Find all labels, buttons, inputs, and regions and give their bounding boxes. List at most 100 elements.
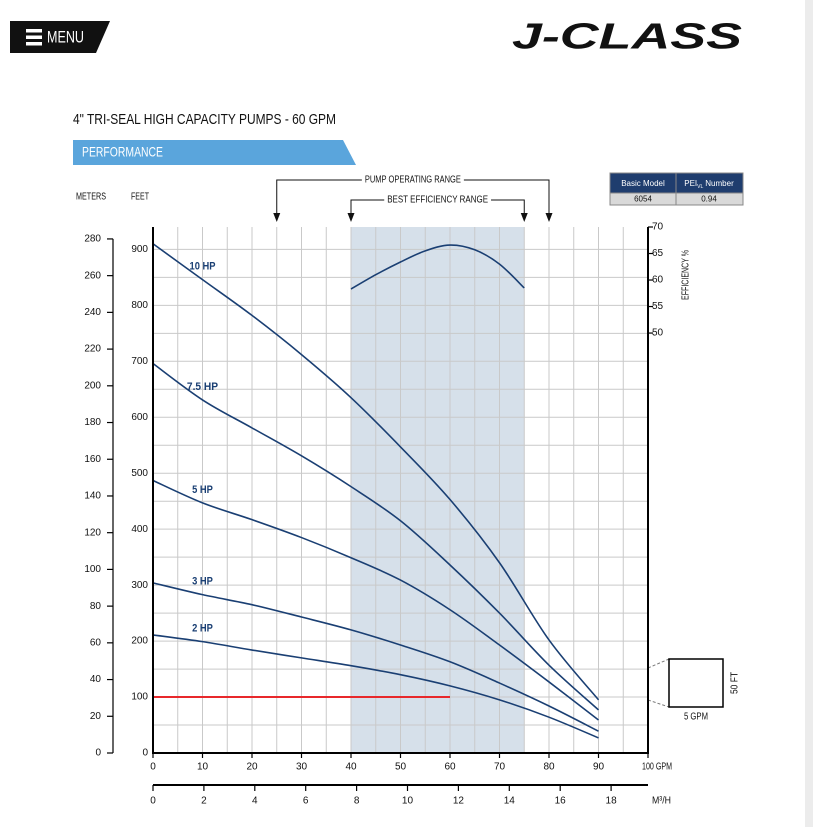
x2-tick-label: 0 bbox=[150, 796, 156, 807]
meters-tick-label: 0 bbox=[95, 748, 101, 759]
x-tick-label: 10 bbox=[197, 762, 209, 773]
scale-box: 5 GPM 50 FT bbox=[647, 658, 741, 723]
x-tick-label: 80 bbox=[543, 762, 555, 773]
x-tick-label: 30 bbox=[296, 762, 308, 773]
meters-tick-label: 220 bbox=[84, 344, 101, 355]
y-tick-label: 600 bbox=[131, 412, 148, 423]
y-axis-title: FEET bbox=[131, 192, 149, 203]
table-cell-text: 0.94 bbox=[701, 195, 717, 204]
range-label-background bbox=[384, 194, 492, 206]
meters-tick-label: 260 bbox=[84, 270, 101, 281]
meters-tick-label: 20 bbox=[90, 711, 102, 722]
y2-tick-label: 50 bbox=[652, 328, 664, 339]
x-tick-label: 90 bbox=[593, 762, 605, 773]
model-table: Basic Model PEIVL Number 6054 0.94 bbox=[609, 172, 744, 206]
meters-tick-label: 240 bbox=[84, 307, 101, 318]
curve-label: 3 HP bbox=[192, 576, 213, 588]
scale-square bbox=[668, 658, 724, 708]
y2-tick-label: 65 bbox=[652, 248, 664, 259]
y2-tick-label: 60 bbox=[652, 275, 664, 286]
range-arrow bbox=[545, 213, 553, 222]
menu-button[interactable]: MENU bbox=[10, 21, 110, 53]
page-title: 4" TRI-SEAL HIGH CAPACITY PUMPS - 60 GPM bbox=[73, 111, 336, 128]
meters-tick-label: 180 bbox=[84, 417, 101, 428]
meters-tick-label: 140 bbox=[84, 491, 101, 502]
best-efficiency-band bbox=[351, 227, 525, 753]
y2-tick-label: 55 bbox=[652, 301, 664, 312]
meters-tick-label: 60 bbox=[90, 637, 102, 648]
meters-tick-label: 80 bbox=[90, 601, 102, 612]
curve-label: 5 HP bbox=[192, 484, 213, 496]
pump-curve bbox=[152, 582, 599, 732]
y-tick-label: 200 bbox=[131, 636, 148, 647]
x2-tick-label: 10 bbox=[402, 796, 414, 807]
x2-tick-label: 8 bbox=[354, 796, 360, 807]
x-tick-label: 100 GPM bbox=[642, 762, 672, 773]
table-header: Basic Model bbox=[621, 179, 665, 188]
menu-icon-bar[interactable] bbox=[26, 42, 42, 46]
meters-tick-label: 280 bbox=[84, 234, 101, 245]
x-tick-label: 20 bbox=[246, 762, 258, 773]
y-tick-label: 700 bbox=[131, 356, 148, 367]
pump-curve bbox=[152, 362, 600, 711]
scale-guide bbox=[647, 658, 670, 669]
range-arrow bbox=[273, 213, 281, 222]
x2-tick-label: 12 bbox=[453, 796, 465, 807]
range-arrow bbox=[347, 213, 355, 222]
menu-label[interactable]: MENU bbox=[47, 27, 84, 46]
range-label-background bbox=[361, 174, 464, 186]
table-header-text: Number bbox=[705, 179, 734, 188]
curve-label: 10 HP bbox=[190, 261, 216, 273]
logo[interactable]: J-CLASS bbox=[512, 16, 742, 57]
pump-curve bbox=[152, 479, 599, 721]
y-tick-label: 900 bbox=[131, 244, 148, 255]
scrollbar-track bbox=[805, 0, 813, 827]
x-tick-label: 60 bbox=[444, 762, 456, 773]
section-banner bbox=[73, 140, 356, 165]
y-tick-label: 500 bbox=[131, 468, 148, 479]
pump-curve bbox=[152, 634, 599, 739]
menu-icon-bar[interactable] bbox=[26, 35, 42, 40]
meters-tick-label: 200 bbox=[84, 380, 101, 391]
scale-width-label: 5 GPM bbox=[684, 712, 708, 723]
x2-tick-label: 6 bbox=[303, 796, 309, 807]
x2-tick-label: 2 bbox=[201, 796, 207, 807]
scale-guide bbox=[647, 699, 670, 708]
x-tick-label: 40 bbox=[345, 762, 357, 773]
y-tick-label: 400 bbox=[131, 524, 148, 535]
x-tick-label: 0 bbox=[150, 762, 156, 773]
x-tick-label: 70 bbox=[494, 762, 506, 773]
range-label: PUMP OPERATING RANGE bbox=[365, 175, 461, 186]
range-arrow bbox=[520, 213, 528, 222]
x2-tick-label: 18 bbox=[606, 796, 618, 807]
pump-curve bbox=[152, 243, 600, 701]
curve-label: 2 HP bbox=[192, 623, 213, 635]
y-tick-label: 0 bbox=[142, 748, 148, 759]
table-header-subscript: VL bbox=[697, 184, 703, 190]
meters-tick-label: 160 bbox=[84, 454, 101, 465]
curve-label: 7.5 HP bbox=[187, 381, 218, 393]
section-label: PERFORMANCE bbox=[82, 144, 163, 160]
table-cell bbox=[675, 192, 744, 206]
x2-tick-label: 4 bbox=[252, 796, 258, 807]
table-cell-text: 6054 bbox=[634, 195, 652, 204]
y2-tick-label: 70 bbox=[652, 222, 664, 233]
x2-tick-label: 14 bbox=[504, 796, 516, 807]
y-tick-label: 100 bbox=[131, 692, 148, 703]
table-header: PEIVL Number bbox=[684, 179, 734, 190]
range-label: BEST EFFICIENCY RANGE bbox=[387, 195, 488, 206]
scale-height-label: 50 FT bbox=[730, 672, 741, 694]
x-tick-label: 50 bbox=[395, 762, 407, 773]
meters-axis-title: METERS bbox=[76, 192, 106, 203]
menu-icon-bar[interactable] bbox=[26, 29, 42, 33]
x2-tick-label: 16 bbox=[555, 796, 567, 807]
y-tick-label: 300 bbox=[131, 580, 148, 591]
meters-tick-label: 120 bbox=[84, 527, 101, 538]
meters-tick-label: 40 bbox=[90, 674, 102, 685]
x2-axis-title: M³/H bbox=[652, 796, 671, 807]
y-tick-label: 800 bbox=[131, 300, 148, 311]
efficiency-curve bbox=[350, 244, 525, 290]
